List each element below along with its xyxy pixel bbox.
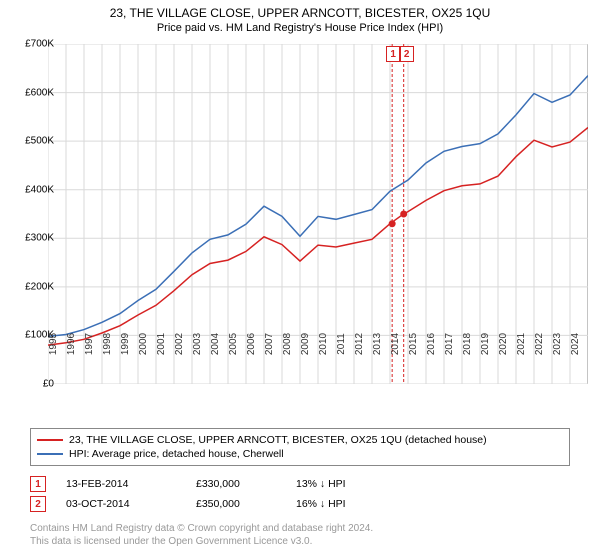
footer-line: Contains HM Land Registry data © Crown c… — [30, 522, 373, 535]
x-axis-label: 2014 — [390, 333, 401, 355]
x-axis-label: 1999 — [120, 333, 131, 355]
x-axis-label: 2015 — [408, 333, 419, 355]
chart-marker-badge: 2 — [400, 46, 414, 62]
event-badge: 2 — [30, 496, 46, 512]
legend: 23, THE VILLAGE CLOSE, UPPER ARNCOTT, BI… — [30, 428, 570, 466]
chart-subtitle: Price paid vs. HM Land Registry's House … — [0, 20, 600, 34]
event-price: £330,000 — [196, 478, 296, 490]
x-axis-label: 2016 — [426, 333, 437, 355]
x-axis-label: 2000 — [138, 333, 149, 355]
chart-marker-badge: 1 — [386, 46, 400, 62]
x-axis-label: 2001 — [156, 333, 167, 355]
y-axis-label: £0 — [10, 379, 54, 390]
x-axis-label: 1995 — [48, 333, 59, 355]
x-axis-label: 1998 — [102, 333, 113, 355]
event-date: 13-FEB-2014 — [66, 478, 196, 490]
y-axis-label: £200K — [10, 281, 54, 292]
x-axis-label: 2010 — [318, 333, 329, 355]
event-date: 03-OCT-2014 — [66, 498, 196, 510]
x-axis-label: 2008 — [282, 333, 293, 355]
event-row: 1 13-FEB-2014 £330,000 13% ↓ HPI — [30, 474, 570, 494]
x-axis-label: 2022 — [534, 333, 545, 355]
x-axis-label: 2023 — [552, 333, 563, 355]
x-axis-label: 2003 — [192, 333, 203, 355]
footer-line: This data is licensed under the Open Gov… — [30, 535, 373, 548]
event-badge: 1 — [30, 476, 46, 492]
x-axis-label: 2002 — [174, 333, 185, 355]
x-axis-label: 2007 — [264, 333, 275, 355]
x-axis-label: 2005 — [228, 333, 239, 355]
legend-label: HPI: Average price, detached house, Cher… — [69, 448, 284, 460]
event-price: £350,000 — [196, 498, 296, 510]
legend-swatch — [37, 439, 63, 441]
x-axis-label: 2021 — [516, 333, 527, 355]
y-axis-label: £300K — [10, 233, 54, 244]
x-axis-label: 2011 — [336, 333, 347, 355]
chart-container: 23, THE VILLAGE CLOSE, UPPER ARNCOTT, BI… — [0, 0, 600, 560]
legend-item: HPI: Average price, detached house, Cher… — [37, 447, 563, 461]
y-axis-label: £500K — [10, 136, 54, 147]
chart-title: 23, THE VILLAGE CLOSE, UPPER ARNCOTT, BI… — [0, 0, 600, 20]
x-axis-label: 2017 — [444, 333, 455, 355]
y-axis-label: £700K — [10, 39, 54, 50]
x-axis-label: 2020 — [498, 333, 509, 355]
x-axis-label: 2004 — [210, 333, 221, 355]
events-table: 1 13-FEB-2014 £330,000 13% ↓ HPI 2 03-OC… — [30, 474, 570, 514]
footer: Contains HM Land Registry data © Crown c… — [30, 522, 373, 548]
x-axis-label: 2006 — [246, 333, 257, 355]
legend-item: 23, THE VILLAGE CLOSE, UPPER ARNCOTT, BI… — [37, 433, 563, 447]
x-axis-label: 1996 — [66, 333, 77, 355]
x-axis-label: 2012 — [354, 333, 365, 355]
event-row: 2 03-OCT-2014 £350,000 16% ↓ HPI — [30, 494, 570, 514]
x-axis-label: 2024 — [570, 333, 581, 355]
x-axis-label: 2019 — [480, 333, 491, 355]
x-axis-label: 2013 — [372, 333, 383, 355]
legend-label: 23, THE VILLAGE CLOSE, UPPER ARNCOTT, BI… — [69, 434, 487, 446]
y-axis-label: £400K — [10, 184, 54, 195]
legend-swatch — [37, 453, 63, 455]
x-axis-label: 2009 — [300, 333, 311, 355]
event-delta: 13% ↓ HPI — [296, 478, 396, 490]
event-delta: 16% ↓ HPI — [296, 498, 396, 510]
x-axis-label: 1997 — [84, 333, 95, 355]
x-axis-label: 2018 — [462, 333, 473, 355]
y-axis-label: £600K — [10, 87, 54, 98]
